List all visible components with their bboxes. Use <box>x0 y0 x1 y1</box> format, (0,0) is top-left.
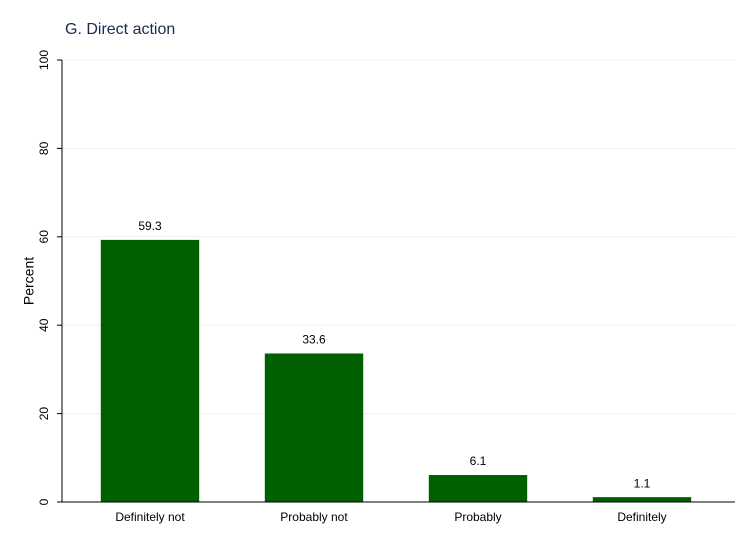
x-tick-label: Probably not <box>280 510 348 524</box>
x-tick-label: Probably <box>454 510 501 524</box>
bar <box>428 475 528 502</box>
y-tick-label: 100 <box>37 50 51 70</box>
bar <box>592 497 692 502</box>
bar <box>100 239 200 503</box>
y-tick-label: 60 <box>37 230 51 244</box>
y-tick-label: 40 <box>37 318 51 332</box>
y-tick-label: 20 <box>37 407 51 421</box>
x-tick-label: Definitely <box>617 510 666 524</box>
y-tick-label: 80 <box>37 141 51 155</box>
y-tick-label: 0 <box>37 498 51 505</box>
value-label: 1.1 <box>634 476 651 490</box>
x-tick-label: Definitely not <box>115 510 185 524</box>
value-label: 6.1 <box>470 454 487 468</box>
value-label: 59.3 <box>138 219 162 233</box>
chart-title: G. Direct action <box>65 21 175 38</box>
bar <box>264 353 364 502</box>
y-axis-label: Percent <box>21 257 37 305</box>
value-label: 33.6 <box>302 333 326 347</box>
